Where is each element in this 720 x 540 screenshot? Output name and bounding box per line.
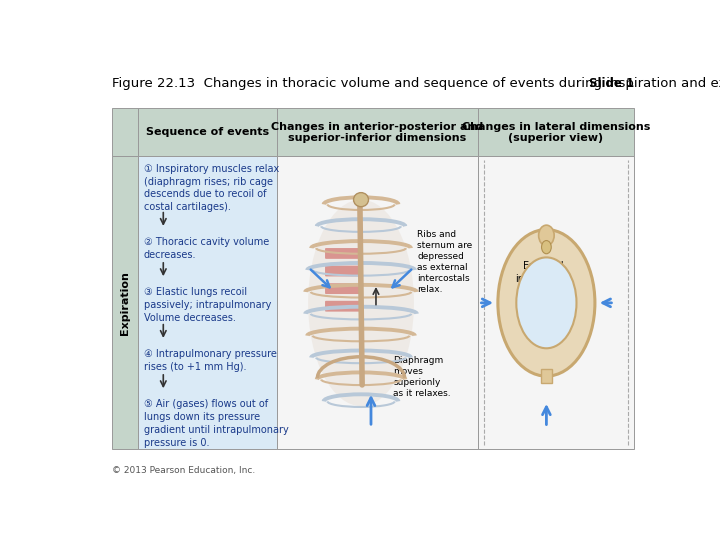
FancyBboxPatch shape bbox=[325, 283, 362, 294]
Ellipse shape bbox=[354, 193, 369, 207]
Text: Changes in anterior-posterior and
superior-inferior dimensions: Changes in anterior-posterior and superi… bbox=[271, 122, 483, 143]
FancyBboxPatch shape bbox=[325, 248, 362, 259]
Bar bbox=[112, 109, 138, 156]
Bar bbox=[541, 369, 552, 383]
Ellipse shape bbox=[498, 230, 595, 376]
Text: Changes in lateral dimensions
(superior view): Changes in lateral dimensions (superior … bbox=[462, 122, 650, 143]
Bar bbox=[477, 156, 634, 449]
Bar bbox=[138, 156, 276, 449]
Text: ④ Intrapulmonary pressure
rises (to +1 mm Hg).: ④ Intrapulmonary pressure rises (to +1 m… bbox=[144, 349, 277, 372]
Text: Slide 1: Slide 1 bbox=[590, 77, 634, 90]
Text: External
intercostals
relax.: External intercostals relax. bbox=[516, 261, 572, 298]
Text: Figure 22.13  Changes in thoracic volume and sequence of events during inspirati: Figure 22.13 Changes in thoracic volume … bbox=[112, 77, 720, 90]
Ellipse shape bbox=[539, 225, 554, 246]
Ellipse shape bbox=[541, 240, 552, 254]
Text: Expiration: Expiration bbox=[120, 271, 130, 335]
Text: ⑤ Air (gases) flows out of
lungs down its pressure
gradient until intrapulmonary: ⑤ Air (gases) flows out of lungs down it… bbox=[144, 399, 289, 448]
Text: Sequence of events: Sequence of events bbox=[146, 127, 269, 137]
Text: ① Inspiratory muscles relax
(diaphragm rises; rib cage
descends due to recoil of: ① Inspiratory muscles relax (diaphragm r… bbox=[144, 164, 279, 212]
Text: ③ Elastic lungs recoil
passively; intrapulmonary
Volume decreases.: ③ Elastic lungs recoil passively; intrap… bbox=[144, 287, 271, 323]
Bar bbox=[477, 109, 634, 156]
Bar bbox=[276, 109, 477, 156]
Text: Diaphragm
moves
superionly
as it relaxes.: Diaphragm moves superionly as it relaxes… bbox=[393, 356, 451, 398]
Text: Ribs and
sternum are
depressed
as external
intercostals
relax.: Ribs and sternum are depressed as extern… bbox=[418, 230, 472, 294]
Text: ② Thoracic cavity volume
decreases.: ② Thoracic cavity volume decreases. bbox=[144, 237, 269, 260]
Bar bbox=[276, 156, 477, 449]
FancyBboxPatch shape bbox=[325, 301, 362, 312]
Bar bbox=[112, 156, 138, 449]
Bar bbox=[138, 109, 276, 156]
Ellipse shape bbox=[516, 258, 577, 348]
FancyBboxPatch shape bbox=[325, 266, 362, 276]
Ellipse shape bbox=[308, 200, 414, 406]
Text: © 2013 Pearson Education, Inc.: © 2013 Pearson Education, Inc. bbox=[112, 465, 256, 475]
